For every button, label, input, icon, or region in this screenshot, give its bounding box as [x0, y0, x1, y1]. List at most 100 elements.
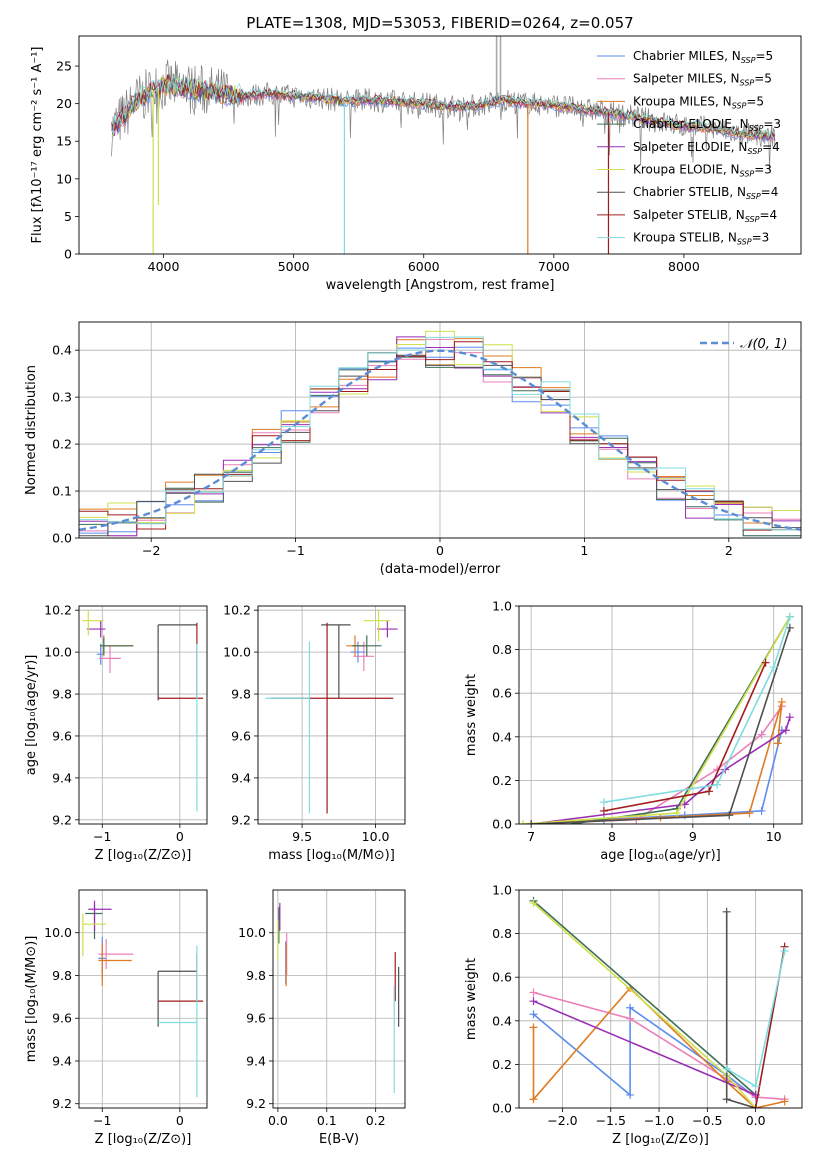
panel-weight-vs-z: −2.0 −1.5 −1.0 −0.5 0.0 0.0 0.2 0.4 0.6 0.8 1.0 Z [… — [464, 883, 803, 1147]
errorbar-salpeter-miles — [353, 641, 375, 671]
y-tick-label: 10.0 — [238, 925, 266, 940]
x-tick-label: 8000 — [668, 259, 700, 274]
weight-line-salpeter-miles — [531, 705, 783, 824]
errorbar-salpeter-elodie — [377, 620, 398, 638]
errorbar-kroupa-elodie — [82, 913, 107, 957]
y-tick-label: 0.4 — [492, 729, 512, 744]
weight-marker — [626, 1014, 635, 1023]
legend-label: Salpeter STELIB, NSSP=4 — [633, 208, 777, 224]
y-tick-label: 0.2 — [492, 1057, 512, 1072]
weight-line-chabrier-miles — [531, 730, 783, 824]
x-tick-label: 0.0 — [268, 1113, 288, 1128]
weight-line-kroupa-miles — [532, 986, 785, 1108]
x-tick-label: 5000 — [278, 259, 310, 274]
y-tick-label: 0.1 — [52, 484, 72, 499]
x-tick-label: 0.0 — [746, 1113, 766, 1128]
plot-area — [79, 606, 207, 824]
y-tick-label: 0 — [64, 247, 72, 262]
y-tick-label: 9.2 — [246, 1096, 266, 1111]
x-tick-label: −1 — [93, 1113, 111, 1128]
errorbar-chabrier-miles — [350, 641, 366, 663]
x-tick-label: −1 — [93, 829, 111, 844]
y-tick-label: 9.4 — [52, 1053, 72, 1068]
y-tick-label: 9.4 — [231, 770, 251, 785]
weight-marker — [713, 780, 722, 789]
y-tick-label: 9.4 — [52, 770, 72, 785]
y-tick-label: 9.2 — [52, 812, 72, 827]
weight-line-kroupa-miles — [531, 701, 783, 824]
x-tick-label: 0.2 — [366, 1113, 386, 1128]
axes-frame — [518, 605, 803, 825]
errorbar-kroupa-elodie — [363, 610, 391, 642]
x-tick-label: 0.1 — [317, 1113, 337, 1128]
y-axis-label: mass weight — [464, 958, 479, 1040]
y-tick-label: 9.2 — [52, 1096, 72, 1111]
model-spectrum-kroupa-stelib — [111, 74, 776, 140]
spectrum-legend: Chabrier MILES, NSSP=5 Salpeter MILES, NS… — [597, 49, 781, 247]
weight-marker — [777, 697, 786, 706]
legend-label: Salpeter ELODIE, NSSP=4 — [633, 140, 780, 156]
weight-marker — [722, 907, 731, 916]
weight-marker — [672, 809, 681, 818]
errorbar-chabrier-elodie — [85, 904, 103, 940]
panel-mass-vs-z: −1 0 9.2 9.4 9.6 9.8 10.0 Z [log₁₀(Z/Z⊙)] mass [… — [24, 889, 208, 1147]
axes-frame — [78, 321, 802, 539]
errorbar-kroupa-stelib — [158, 945, 198, 1098]
axes-frame — [272, 889, 406, 1109]
axes-frame — [518, 889, 803, 1109]
x-tick-label: 6000 — [408, 259, 440, 274]
errorbar-salpeter-elodie — [86, 620, 106, 638]
x-tick-label: 7 — [527, 829, 535, 844]
errorbar-chabrier-stelib — [157, 970, 197, 1027]
weight-marker — [529, 1010, 538, 1019]
x-axis-label: mass [log₁₀(M/M⊙)] — [268, 848, 395, 863]
panel-weight-vs-age: 7 8 9 10 0.0 0.2 0.4 0.6 0.8 1.0 age [log₁₀(age/yr… — [464, 599, 803, 863]
axes-frame — [78, 35, 802, 255]
y-axis-label: Normed distribution — [24, 365, 39, 495]
weight-marker — [722, 1095, 731, 1104]
weight-marker — [785, 612, 794, 621]
x-tick-label: −1 — [286, 543, 304, 558]
y-tick-label: 5 — [64, 209, 72, 224]
weight-line-salpeter-elodie — [533, 1000, 756, 1096]
weight-marker — [599, 806, 608, 815]
weight-marker — [626, 1090, 635, 1099]
weight-line-kroupa-elodie — [522, 616, 791, 824]
y-tick-label: 9.6 — [231, 728, 251, 743]
weight-marker — [745, 809, 754, 818]
axes-frame — [78, 605, 208, 825]
y-tick-label: 1.0 — [492, 599, 512, 614]
y-tick-label: 9.8 — [231, 687, 251, 702]
weight-marker — [751, 1082, 760, 1091]
plot-area — [258, 606, 405, 824]
y-tick-label: 9.6 — [52, 1011, 72, 1026]
x-tick-label: 7000 — [538, 259, 570, 274]
x-tick-label: −0.5 — [692, 1113, 722, 1128]
plot-area — [79, 322, 801, 538]
plot-area — [273, 890, 405, 1108]
x-tick-label: −1.0 — [644, 1113, 674, 1128]
weight-marker — [780, 947, 789, 956]
y-axis-label: age [log₁₀(age/yr)] — [24, 655, 39, 776]
x-axis-label: wavelength [Angstrom, rest frame] — [326, 278, 555, 293]
y-tick-label: 9.6 — [52, 728, 72, 743]
errorbar-chabrier-elodie — [352, 635, 382, 657]
y-tick-label: 9.2 — [231, 812, 251, 827]
y-axis-label: mass [log₁₀(M/M⊙)] — [24, 936, 39, 1063]
errorbar-kroupa-elodie — [82, 610, 104, 636]
weight-line-chabrier-elodie — [532, 900, 757, 1096]
errorbar-kroupa-miles — [98, 943, 132, 987]
y-tick-label: 0.0 — [492, 817, 512, 832]
errorbar-chabrier-stelib — [321, 624, 351, 699]
y-tick-label: 20 — [56, 96, 72, 111]
weight-marker — [773, 739, 782, 748]
y-tick-label: 10.0 — [44, 925, 72, 940]
x-tick-label: −2 — [142, 543, 160, 558]
y-tick-label: 0.2 — [492, 773, 512, 788]
panel-mass-vs-ebv: 0.0 0.1 0.2 9.2 9.4 9.6 9.8 10.0 E(B-V) — [238, 889, 406, 1147]
weight-line-salpeter-miles — [533, 991, 785, 1101]
y-tick-label: 1.0 — [492, 883, 512, 898]
legend-label: Chabrier ELODIE, NSSP=3 — [633, 117, 781, 133]
errorbar-salpeter-stelib — [271, 622, 394, 814]
plot-area — [519, 890, 802, 1108]
